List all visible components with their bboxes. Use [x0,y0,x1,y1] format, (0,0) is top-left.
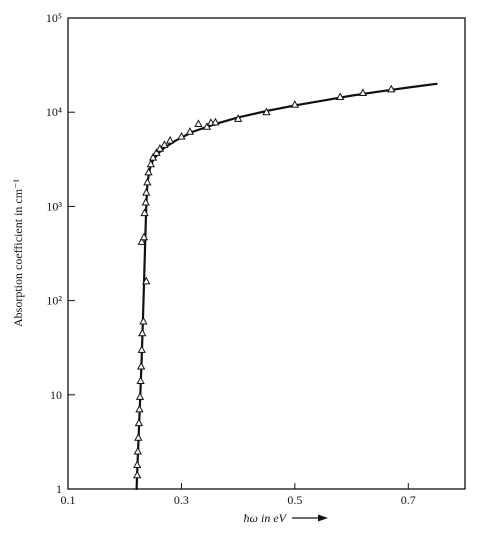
y-axis-title: Absorption coefficient in cm⁻¹ [11,179,25,327]
data-point-triangle [138,328,147,337]
data-point-triangle [211,117,220,126]
fit-curve [135,82,438,491]
data-point-triangle [136,376,145,385]
data-point-triangle [142,187,151,196]
data-point-triangle [134,433,143,441]
data-point-triangle [143,177,152,186]
data-point-triangle [148,152,158,161]
fit-curve-layer [135,82,438,491]
y-tick-label: 10⁴ [46,105,62,119]
data-point-triangle [262,107,271,116]
plot-frame [67,17,466,490]
data-point-layer [133,84,396,479]
data-point-triangle [165,135,175,144]
x-tick-label: 0.3 [174,493,189,507]
y-axis-ticks [68,17,75,490]
data-point-triangle [137,237,146,245]
data-point-triangle [177,132,186,140]
data-point-triangle [290,100,300,108]
data-point-triangle [140,208,149,217]
data-point-triangle [336,92,345,101]
data-point-triangle [141,197,150,206]
y-tick-label: 10⁵ [46,11,62,25]
x-axis-title: ħω in eV [244,511,288,525]
data-point-triangle [137,345,146,353]
data-point-triangle [233,114,243,122]
data-point-triangle [152,148,161,156]
data-point-triangle [133,460,142,468]
data-point-triangle [358,88,368,96]
y-tick-label: 10³ [46,199,62,213]
data-point-triangle [144,167,153,176]
x-axis-arrow-head [318,514,328,522]
data-point-triangle [139,316,148,325]
y-tick-label: 10² [46,294,62,308]
data-point-triangle [133,446,142,455]
data-point-triangle [142,276,151,285]
x-tick-label: 0.7 [401,493,416,507]
data-point-triangle [139,232,149,241]
data-point-triangle [155,144,165,152]
data-point-triangle [135,404,144,413]
data-point-triangle [133,470,142,479]
x-axis-ticks [67,483,409,489]
y-axis-tick-labels: 1 10 10² 10³ 10⁴ 10⁵ [46,11,63,496]
data-point-triangle [135,392,145,400]
data-point-triangle [137,361,146,370]
x-tick-label: 0.1 [61,493,76,507]
y-tick-label: 10 [50,388,62,402]
y-tick-label: 1 [56,482,62,496]
data-point-triangle [160,140,169,148]
data-point-triangle [134,418,144,427]
data-point-triangle [202,122,212,130]
data-point-triangle [146,159,155,168]
data-point-triangle [194,119,203,127]
x-axis-title-group: ħω in eV [244,511,328,525]
x-tick-label: 0.5 [287,493,302,507]
x-axis-tick-labels: 0.1 0.3 0.5 0.7 [61,493,416,507]
data-point-triangle [387,84,396,93]
data-point-triangle [185,127,195,135]
